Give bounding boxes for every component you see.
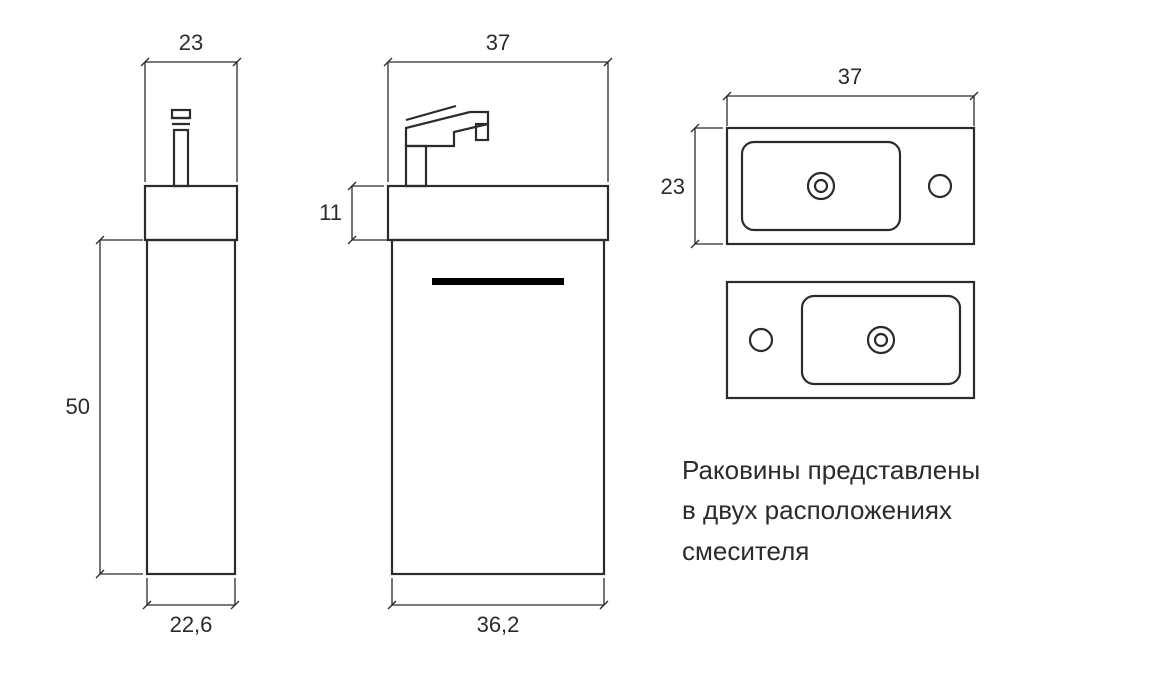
caption-line-2: в двух расположениях xyxy=(682,490,1102,530)
drawing-svg: 23 50 22,6 xyxy=(0,0,1150,682)
technical-drawing: 23 50 22,6 xyxy=(0,0,1150,682)
side-view xyxy=(145,110,237,574)
front-dim-basin-label: 11 xyxy=(319,200,342,225)
side-dim-height-label: 50 xyxy=(66,394,90,419)
top-dim-width-label: 37 xyxy=(838,64,862,89)
top-view-1 xyxy=(727,128,974,244)
top-dim-height xyxy=(691,124,723,248)
front-dim-top-label: 37 xyxy=(486,30,510,55)
side-dim-top xyxy=(141,58,241,182)
front-dim-bottom xyxy=(388,578,608,609)
front-view xyxy=(388,106,608,574)
front-dim-bottom-label: 36,2 xyxy=(477,612,520,637)
top-dim-width xyxy=(723,92,978,126)
front-dim-basin xyxy=(348,182,388,244)
caption-line-3: смесителя xyxy=(682,531,1102,571)
top-view-2 xyxy=(727,282,974,398)
front-dim-top xyxy=(384,58,612,182)
side-dim-top-label: 23 xyxy=(179,30,203,55)
top-dim-height-label: 23 xyxy=(661,174,685,199)
caption-line-1: Раковины представлены xyxy=(682,450,1102,490)
caption: Раковины представлены в двух расположени… xyxy=(682,450,1102,571)
side-dim-bottom-label: 22,6 xyxy=(170,612,213,637)
side-dim-height xyxy=(96,236,143,578)
handle-slot xyxy=(432,278,564,285)
side-dim-bottom xyxy=(143,578,239,609)
